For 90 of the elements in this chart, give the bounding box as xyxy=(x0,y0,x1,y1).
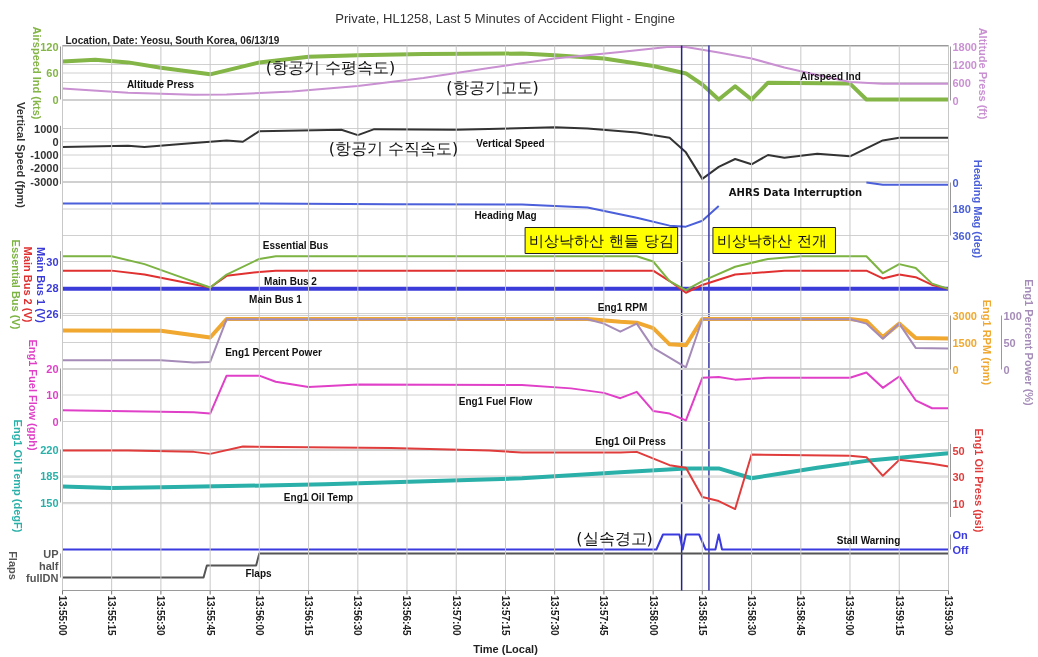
y2-tick-label: 0 xyxy=(1003,363,1010,376)
y-tick-label: 28 xyxy=(46,281,59,294)
y-axis-title: Eng1 Fuel Flow (gph) xyxy=(26,339,39,451)
x-tick-label: 13:59:30 xyxy=(943,595,954,636)
y-tick-label: 0 xyxy=(52,415,59,428)
y-tick-label: 0 xyxy=(952,363,959,376)
x-tick-label: 13:58:30 xyxy=(746,595,758,636)
y-axis-title: Eng1 RPM (rpm) xyxy=(980,299,993,386)
x-tick-label: 13:56:00 xyxy=(253,595,265,636)
y-tick-label: 20 xyxy=(46,362,59,375)
y2-tick-label: 50 xyxy=(1003,336,1016,349)
series-label: Heading Mag xyxy=(474,210,537,221)
x-tick-label: 13:55:00 xyxy=(57,595,68,636)
text: Off xyxy=(952,543,969,556)
chart-subtitle: Location, Date: Yeosu, South Korea, 06/13/19 xyxy=(65,35,280,46)
series-label: Vertical Speed xyxy=(476,138,545,149)
y-tick-label: -2000 xyxy=(30,162,59,175)
text: Main Bus 2 (V) xyxy=(21,246,34,323)
text: fullDN xyxy=(26,571,59,584)
series-label: Main Bus 2 xyxy=(264,276,318,287)
x-tick-label: 13:56:30 xyxy=(352,595,364,636)
y-tick-label: 0 xyxy=(52,135,59,148)
series-label: Eng1 Fuel Flow xyxy=(458,396,533,407)
y-axis-title: Heading Mag (deg) xyxy=(971,159,984,259)
series-label: Essential Bus xyxy=(262,240,329,251)
y-axis-title: Flaps xyxy=(6,551,19,580)
series-label: Main Bus 1 xyxy=(249,294,303,305)
ref-line-label: 비상낙하산 전개 xyxy=(716,231,827,250)
annotation: (항공기 수평속도) xyxy=(265,58,396,77)
y-tick-label: 0 xyxy=(52,93,59,106)
y2-axis-title: Eng1 Oil Press (psi) xyxy=(972,428,985,533)
y-axis-title: Main Bus 1 (V) xyxy=(34,247,47,324)
text: UP xyxy=(43,547,59,560)
y-axis-title: Vertical Speed (fpm) xyxy=(14,102,27,209)
x-tick-label: 13:58:00 xyxy=(647,595,659,636)
x-tick-label: 13:55:30 xyxy=(155,595,167,636)
x-tick-label: 13:57:30 xyxy=(549,595,561,636)
series-label: Stall Warning xyxy=(836,535,901,546)
y-tick-label: 220 xyxy=(40,443,59,456)
series-label: Eng1 RPM xyxy=(597,302,648,313)
y-tick-label: 120 xyxy=(40,40,59,53)
text: On xyxy=(952,528,969,541)
y-tick-label: 0 xyxy=(952,176,959,189)
y-tick-label: 1000 xyxy=(34,122,59,135)
x-tick-label: 13:55:15 xyxy=(106,595,118,636)
y-tick-label: 185 xyxy=(40,470,59,482)
y-tick-label: -3000 xyxy=(30,175,59,188)
ref-line-label: 비상낙하산 핸들 당김 xyxy=(529,231,674,250)
annotation: AHRS Data Interruption xyxy=(728,187,863,198)
x-tick-label: 13:56:45 xyxy=(401,595,413,636)
annotation: (항공기 수직속도) xyxy=(328,139,459,158)
x-tick-label: 13:56:15 xyxy=(303,595,315,636)
y-tick-label: 26 xyxy=(46,307,59,320)
y-tick-label: 180 xyxy=(952,203,971,215)
chart-title: Private, HL1258, Last 5 Minutes of Accident Flight - Engine xyxy=(335,11,675,26)
y2-tick-label: 50 xyxy=(952,444,965,457)
x-tick-label: 13:57:15 xyxy=(500,595,511,636)
series-label: Flaps xyxy=(245,568,272,579)
y-axis-title: Eng1 Oil Temp (degF) xyxy=(11,419,24,533)
y2-tick-label: 1200 xyxy=(952,58,977,71)
y-tick-label: 360 xyxy=(952,229,971,242)
y2-tick-label: 1800 xyxy=(952,40,977,53)
x-tick-label: 13:57:00 xyxy=(450,595,462,636)
y2-axis-title: Altitude Press (ft) xyxy=(976,27,989,120)
y-tick-label: -1000 xyxy=(30,149,59,161)
x-tick-label: 13:59:00 xyxy=(844,595,856,636)
y-tick-label: 150 xyxy=(40,496,59,509)
series-label: Altitude Press xyxy=(126,79,195,90)
y-tick-label: 3000 xyxy=(952,309,977,322)
y-tick-label: 60 xyxy=(46,67,59,79)
text: half xyxy=(38,559,59,572)
text: Essential Bus (V) xyxy=(9,239,22,330)
series-label: Airspeed Ind xyxy=(800,71,861,82)
y-tick-label: 1500 xyxy=(952,336,977,349)
annotation: (실속경고) xyxy=(576,529,653,548)
series-label: Eng1 Oil Temp xyxy=(283,492,354,503)
x-axis-title: Time (Local) xyxy=(473,642,539,655)
y2-tick-label: 100 xyxy=(1003,309,1022,322)
x-tick-label: 13:57:45 xyxy=(598,595,610,636)
x-tick-label: 13:58:45 xyxy=(795,595,807,636)
x-tick-label: 13:58:15 xyxy=(696,595,708,636)
y-tick-label: 30 xyxy=(46,255,59,268)
x-tick-label: 13:55:45 xyxy=(204,595,216,636)
series-label: Eng1 Oil Press xyxy=(595,436,667,447)
x-tick-label: 13:59:15 xyxy=(893,595,905,636)
y-tick-label: 10 xyxy=(46,389,59,401)
y2-tick-label: 600 xyxy=(952,76,971,89)
y2-axis-title: Eng1 Percent Power (%) xyxy=(1022,279,1035,407)
annotation: (항공기고도) xyxy=(446,78,539,97)
series-label: Eng1 Percent Power xyxy=(225,347,322,358)
